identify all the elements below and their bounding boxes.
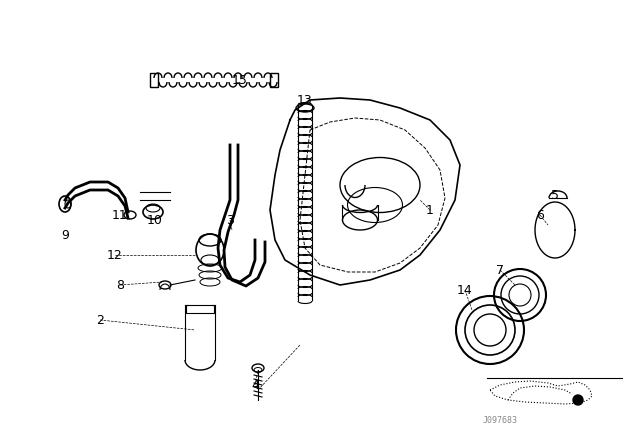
Text: 8: 8 [116, 279, 124, 292]
Text: 3: 3 [226, 214, 234, 227]
Bar [150, 73, 158, 87]
Text: 5: 5 [551, 189, 559, 202]
Text: 1: 1 [426, 203, 434, 216]
Text: 12: 12 [107, 249, 123, 262]
Bar [270, 73, 278, 87]
Text: 13: 13 [297, 94, 313, 107]
Text: 9: 9 [61, 228, 69, 241]
Text: 10: 10 [147, 214, 163, 227]
Polygon shape [535, 202, 575, 258]
Circle shape [573, 395, 583, 405]
Text: 11: 11 [112, 208, 128, 221]
Text: J097683: J097683 [483, 415, 518, 425]
Bar [186, 305, 214, 313]
Text: 7: 7 [496, 263, 504, 276]
Text: 6: 6 [536, 208, 544, 221]
Text: 4: 4 [251, 379, 259, 392]
Text: 15: 15 [232, 73, 248, 86]
Text: 2: 2 [96, 314, 104, 327]
Text: 14: 14 [457, 284, 473, 297]
